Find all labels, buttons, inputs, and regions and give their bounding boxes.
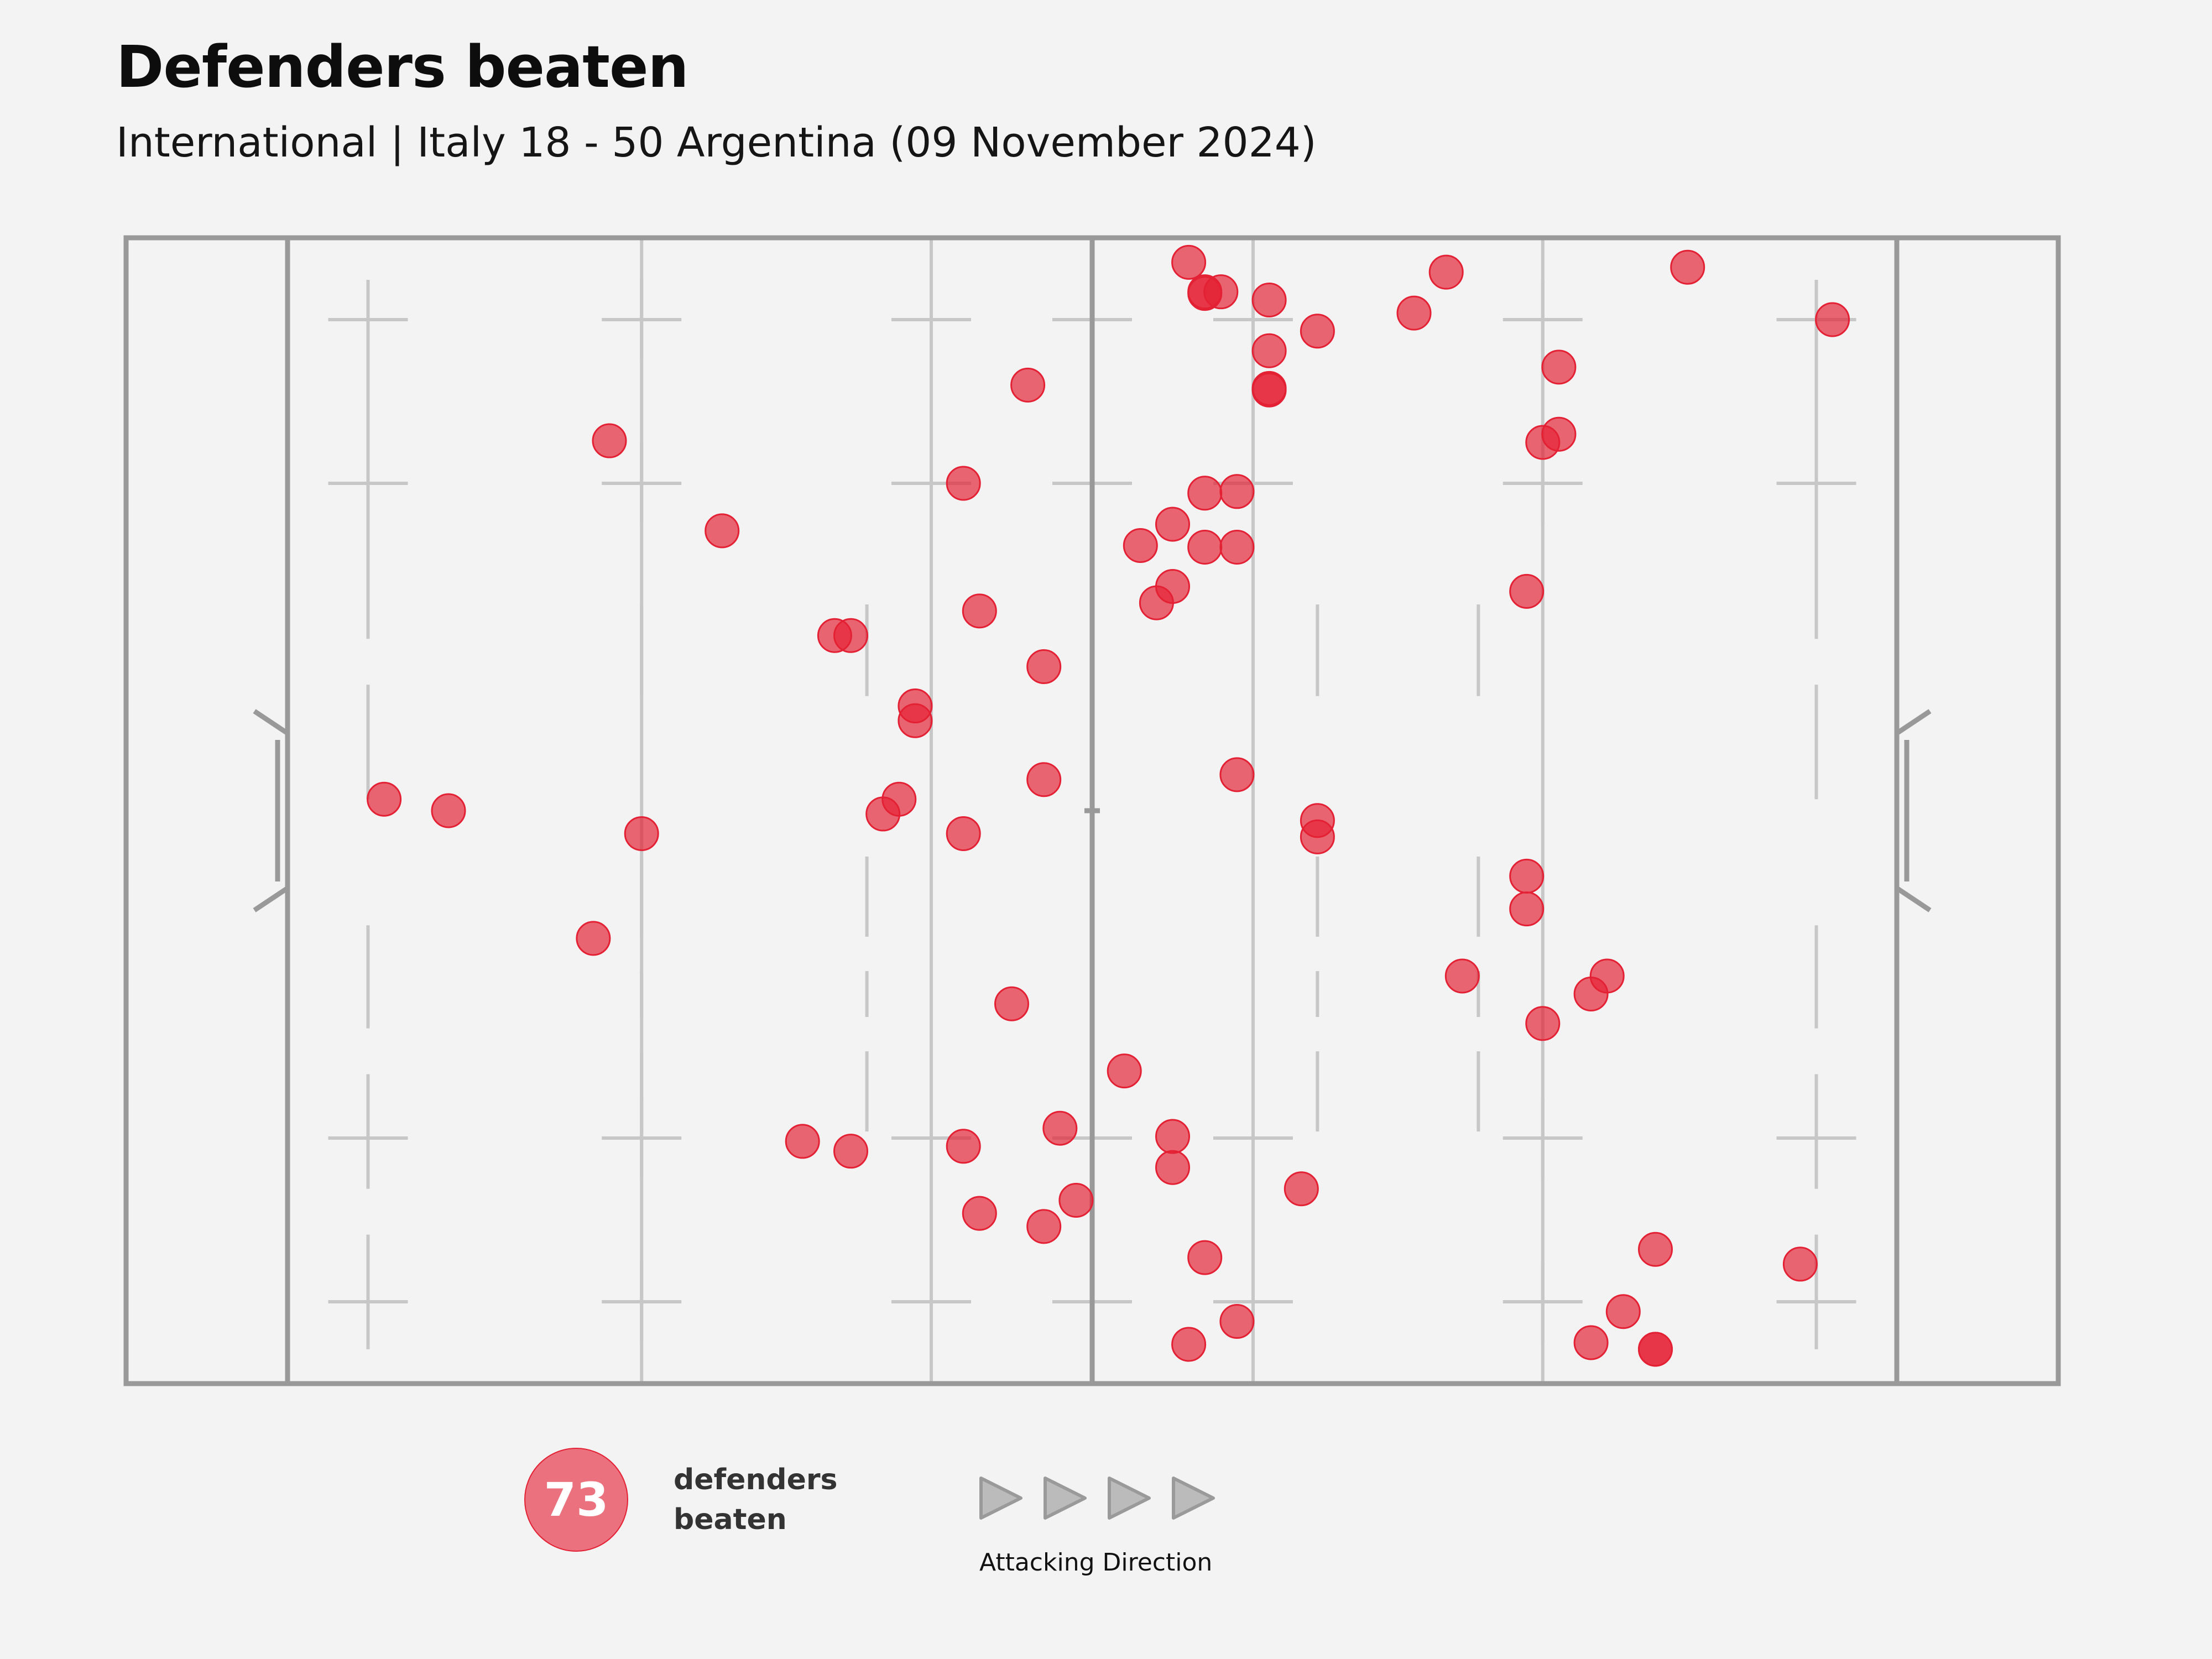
defender-beaten-point [1171,244,1207,280]
defender-beaten-point [946,466,981,501]
attacking-direction-label: Attacking Direction [979,1548,1213,1577]
defender-beaten-point [1251,282,1287,317]
defender-beaten-point [1219,1304,1255,1339]
defender-beaten-point [431,793,466,828]
defender-beaten-point [1219,474,1255,509]
play-triangle-icon [979,1477,1022,1520]
defender-beaten-point [1541,349,1577,385]
scatter-points [367,244,1850,1367]
defender-beaten-point [1026,649,1062,685]
defender-beaten-point [785,1124,820,1159]
defender-beaten-point [1123,528,1158,563]
defender-beaten-point [898,703,933,738]
play-triangle-icon [1108,1477,1151,1520]
defender-beaten-point [1605,1294,1641,1329]
defender-beaten-point [817,618,852,653]
defender-beaten-point [946,1129,981,1164]
defender-beaten-point [1396,295,1432,331]
defender-beaten-point [592,423,627,458]
defender-beaten-point [367,781,402,817]
chart-title: Defenders beaten [116,33,689,101]
defender-beaten-point [1251,371,1287,406]
defender-beaten-point [1284,1171,1319,1207]
defender-beaten-point [624,816,659,851]
defender-beaten-point [962,593,997,629]
defender-beaten-point [1300,314,1335,349]
defender-beaten-point [1187,476,1223,511]
defender-beaten-point [1026,1209,1062,1244]
defender-beaten-point [1155,1119,1190,1154]
defender-beaten-point [946,816,981,851]
defender-beaten-point [1187,1240,1223,1275]
defender-beaten-point [1042,1110,1078,1146]
defender-beaten-point [1171,1327,1207,1362]
count-value: 73 [544,1473,609,1527]
defender-beaten-point [1300,819,1335,854]
defender-beaten-point [576,921,611,956]
defender-beaten-point [1107,1053,1142,1089]
defender-beaten-point [1638,1232,1673,1267]
goal-post-left [253,709,290,912]
defender-beaten-point [1525,425,1561,460]
defender-beaten-point [705,513,740,549]
defender-beaten-point [1509,573,1545,609]
count-badge: 73 [524,1448,628,1552]
defender-beaten-point [1509,858,1545,894]
pitch-outline [123,235,2061,1386]
defender-beaten-point [1219,529,1255,565]
defender-beaten-point [1638,1332,1673,1367]
defender-beaten-point [1251,333,1287,368]
defender-beaten-point [1187,529,1223,565]
defender-beaten-point [1155,1150,1190,1185]
defender-beaten-point [1444,958,1480,994]
chart-subtitle: International | Italy 18 - 50 Argentina … [116,119,1317,166]
defender-beaten-point [1573,1325,1609,1360]
defender-beaten-point [1509,891,1545,927]
defender-beaten-point [1670,249,1705,285]
defender-beaten-point [833,1134,868,1169]
play-triangle-icon [1044,1477,1087,1520]
count-label-line2: beaten [674,1503,787,1536]
defender-beaten-point [1219,757,1255,792]
defender-beaten-point [1010,367,1046,403]
count-label-line1: defenders [674,1463,838,1496]
defender-beaten-point [1026,762,1062,797]
defender-beaten-point [962,1196,997,1231]
defender-beaten-point [994,986,1029,1021]
play-triangle-icon [1172,1477,1215,1520]
defender-beaten-point [1815,302,1850,337]
defender-beaten-point [1525,1006,1561,1041]
count-label: defenders beaten [674,1460,838,1540]
defender-beaten-point [1573,977,1609,1012]
defender-beaten-point [1155,507,1190,542]
defender-beaten-point [1139,585,1174,620]
defender-beaten-point [1058,1182,1094,1218]
defender-beaten-point [1187,276,1223,311]
defender-beaten-point [1782,1246,1818,1282]
count-badge-circle: 73 [524,1448,628,1552]
attacking-direction-arrows [979,1477,1215,1520]
goal-post-right [1894,709,1932,912]
defender-beaten-point [1428,254,1464,290]
defender-beaten-point [865,796,901,832]
